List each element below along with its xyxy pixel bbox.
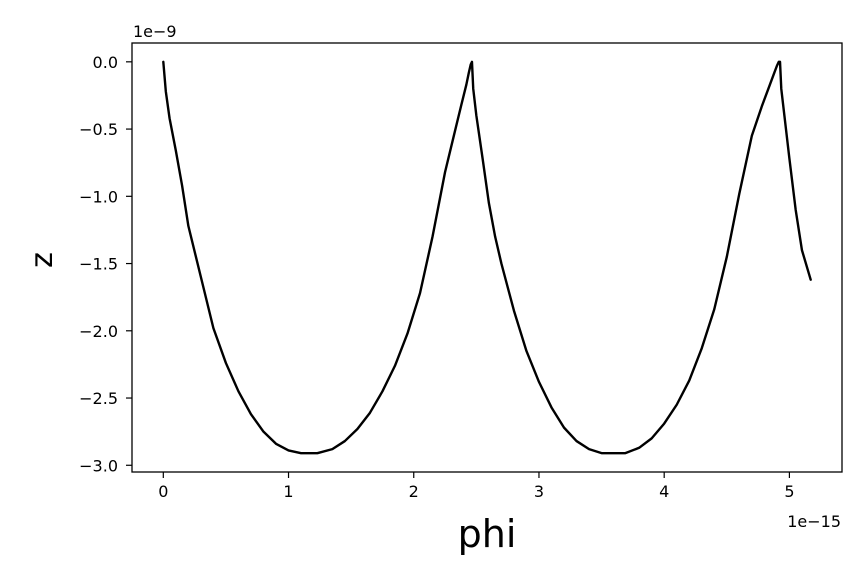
x-tick-label: 3: [534, 482, 544, 501]
y-tick-label: −1.0: [79, 187, 118, 206]
x-offset-label: 1e−15: [787, 512, 841, 531]
x-tick-label: 0: [158, 482, 168, 501]
x-tick-label: 2: [409, 482, 419, 501]
y-axis-ticks: 0.0 −0.5 −1.0 −1.5 −2.0 −2.5 −3.0: [79, 53, 132, 475]
x-tick-label: 1: [283, 482, 293, 501]
y-axis-title: z: [25, 252, 60, 268]
x-axis-title: phi: [458, 512, 517, 556]
x-tick-label: 4: [659, 482, 669, 501]
y-tick-label: −3.0: [79, 456, 118, 475]
y-tick-label: −2.0: [79, 322, 118, 341]
series-layer: [162, 60, 812, 455]
y-tick-label: −2.5: [79, 389, 118, 408]
plot-area-frame: [131, 42, 843, 473]
y-tick-label: −1.5: [79, 255, 118, 274]
y-tick-label: 0.0: [93, 53, 118, 72]
x-axis-ticks: 0 1 2 3 4 5: [158, 472, 795, 501]
series-line: [162, 60, 812, 455]
y-offset-label: 1e−9: [133, 22, 177, 41]
y-tick-label: −0.5: [79, 120, 118, 139]
x-tick-label: 5: [784, 482, 794, 501]
